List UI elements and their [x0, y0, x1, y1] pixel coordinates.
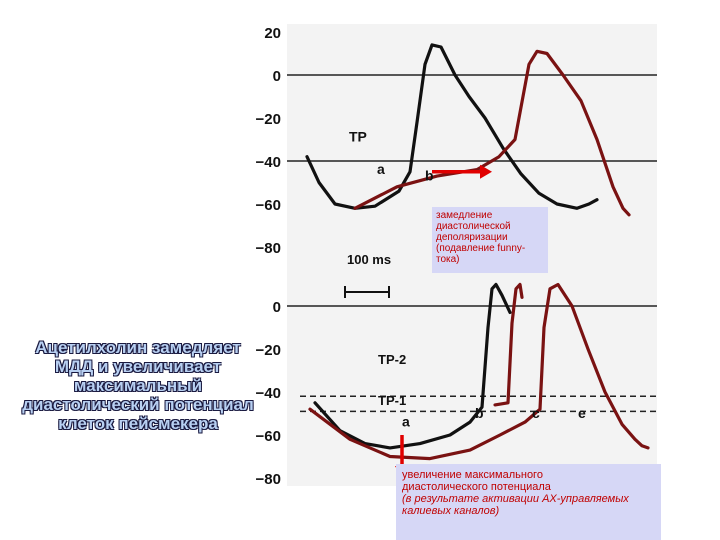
note-line-2: диастолического потенциала	[402, 481, 551, 493]
y-tick-label: −60	[256, 428, 281, 445]
note-line-1: увеличение максимального	[402, 469, 543, 481]
curve-annotation: b	[425, 167, 434, 183]
curve-annotation: TP	[349, 129, 367, 145]
curve-annotation: TP-2	[378, 352, 406, 367]
note-slowing-depolarization: замедление диастолической деполяризации …	[432, 207, 548, 273]
y-tick-label: −20	[256, 342, 281, 359]
y-tick-label: −40	[256, 154, 281, 171]
curve-annotation: a	[377, 161, 385, 177]
y-tick-label: 0	[273, 68, 281, 85]
caption-text: Ацетилхолин замедляет МДД и увеличивает …	[22, 338, 254, 433]
series-line	[313, 282, 512, 450]
curve-annotation: e	[578, 405, 586, 421]
series-spike	[493, 282, 524, 407]
series-line	[305, 43, 599, 210]
y-tick-label: −80	[256, 240, 281, 257]
chart-top: 20 0 −20 −40 −60 −80 TP a b 100 ms	[256, 25, 657, 267]
annotation-arrowhead	[480, 164, 492, 179]
y-tick-label: −40	[256, 385, 281, 402]
y-tick-label: −60	[256, 197, 281, 214]
note-max-diastolic-potential: увеличение максимального диастолического…	[396, 464, 661, 540]
y-tick-label: −80	[256, 471, 281, 488]
curve-annotation: b	[475, 405, 484, 421]
curve-annotation: a	[402, 413, 410, 429]
curve-annotation: c	[532, 405, 540, 421]
note-line-3: (в результате активации АХ-управляемых к…	[402, 493, 629, 517]
y-tick-label: −20	[256, 111, 281, 128]
curve-annotation: 100 ms	[347, 252, 391, 267]
y-tick-label: 20	[264, 25, 281, 42]
series-line	[308, 282, 650, 461]
curve-annotation: TP-1	[378, 393, 406, 408]
y-tick-label: 0	[273, 299, 281, 316]
scale-bar	[344, 286, 390, 298]
